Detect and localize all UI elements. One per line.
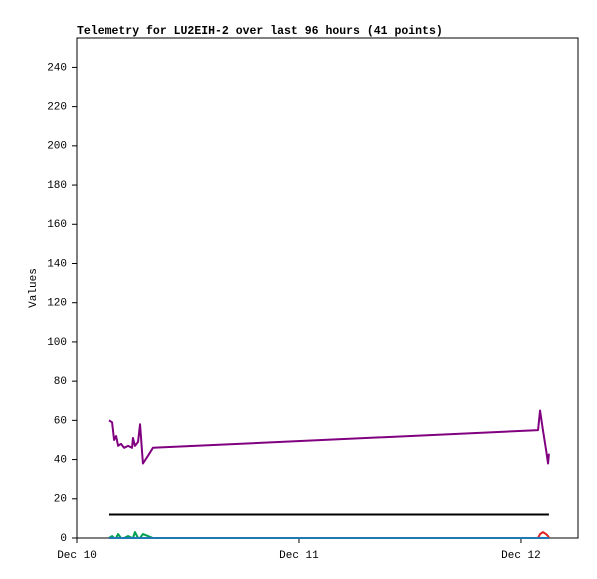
series-line: [108, 409, 550, 465]
y-tick-label: 240: [47, 62, 67, 74]
y-tick-label: 100: [47, 337, 67, 349]
x-tick-label: Dec 10: [57, 550, 97, 562]
y-tick-label: 40: [54, 454, 67, 466]
plot-frame: [76, 37, 579, 539]
chart-title: Telemetry for LU2EIH-2 over last 96 hour…: [77, 25, 443, 38]
y-tick-label: 20: [54, 494, 67, 506]
y-tick-label: 180: [47, 180, 67, 192]
y-tick-label: 160: [47, 219, 67, 231]
y-axis-label: Values: [28, 268, 40, 308]
y-tick-label: 220: [47, 102, 67, 114]
y-tick-label: 140: [47, 258, 67, 270]
y-tick-label: 200: [47, 141, 67, 153]
y-tick-label: 0: [60, 533, 67, 545]
x-tick-label: Dec 11: [279, 550, 319, 562]
y-tick-label: 80: [54, 376, 67, 388]
y-tick-label: 60: [54, 415, 67, 427]
y-tick-label: 120: [47, 298, 67, 310]
x-tick-label: Dec 12: [501, 550, 541, 562]
